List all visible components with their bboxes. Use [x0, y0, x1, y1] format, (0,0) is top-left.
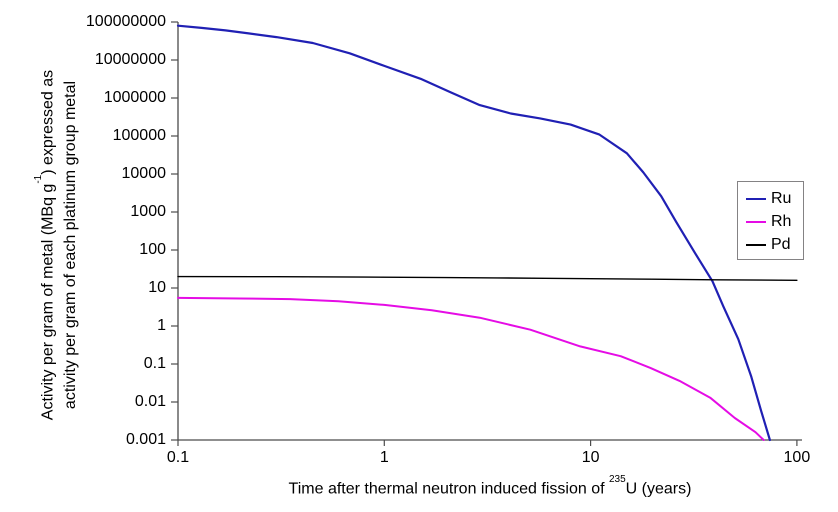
legend-swatch-rh — [746, 220, 766, 223]
y-axis-title-line1: Activity per gram of metal (MBq g-1) exp… — [32, 40, 59, 450]
x-axis-title: Time after thermal neutron induced fissi… — [178, 474, 802, 498]
y-axis-title-line2: activity per gram of each platinum group… — [62, 80, 80, 410]
x-tick-label-1: 1 — [379, 449, 389, 466]
y-tick-label-1000000: 1000000 — [103, 89, 166, 106]
y-tick-label-10000000: 10000000 — [94, 51, 166, 68]
y-tick-label-10000: 10000 — [121, 165, 167, 182]
x-title-prefix: Time after thermal neutron induced fissi… — [288, 480, 609, 498]
y-tick-label-1000: 1000 — [130, 203, 166, 220]
legend-swatch-ru — [746, 197, 766, 200]
y-tick-label-0.01: 0.01 — [134, 393, 166, 410]
legend-swatch-pd — [746, 243, 766, 246]
x-title-suffix: U (years) — [625, 480, 692, 498]
y-tick-label-100: 100 — [139, 241, 166, 258]
x-tick-label-100: 100 — [783, 449, 811, 466]
series-line-ru — [176, 24, 772, 442]
y-title-superscript: -1 — [33, 174, 44, 184]
legend-label-ru: Ru — [771, 190, 792, 207]
y-tick-label-100000000: 100000000 — [85, 13, 166, 30]
legend: Ru Rh Pd — [737, 181, 804, 260]
x-title-superscript: 235 — [608, 474, 626, 485]
y-tick-label-10: 10 — [148, 279, 166, 296]
series-line-rh — [177, 296, 765, 441]
y-tick-label-0.1: 0.1 — [143, 355, 166, 372]
x-tick-label-10: 10 — [581, 449, 600, 466]
legend-label-pd: Pd — [771, 236, 791, 253]
x-tick-label-0.1: 0.1 — [166, 449, 190, 466]
y-title-prefix: Activity per gram of metal (MBq g — [39, 183, 57, 421]
legend-entry-rh: Rh — [738, 210, 803, 233]
y-tick-label-100000: 100000 — [112, 127, 166, 144]
legend-label-rh: Rh — [771, 213, 792, 230]
legend-entry-ru: Ru — [738, 187, 803, 210]
y-tick-label-0.001: 0.001 — [125, 431, 166, 448]
y-axis-title: Activity per gram of metal (MBq g-1) exp… — [32, 40, 79, 450]
y-title-suffix: ) expressed as — [39, 69, 57, 175]
series-line-pd — [177, 275, 798, 281]
y-tick-label-1: 1 — [157, 317, 166, 334]
legend-entry-pd: Pd — [738, 233, 803, 256]
